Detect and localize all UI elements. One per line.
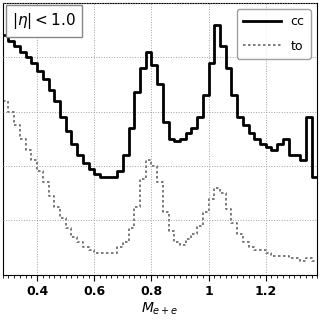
X-axis label: $M_{e+e}$: $M_{e+e}$ xyxy=(141,301,179,317)
Text: $|\eta| < 1.0$: $|\eta| < 1.0$ xyxy=(12,11,76,31)
Legend: cc, to: cc, to xyxy=(237,9,311,59)
